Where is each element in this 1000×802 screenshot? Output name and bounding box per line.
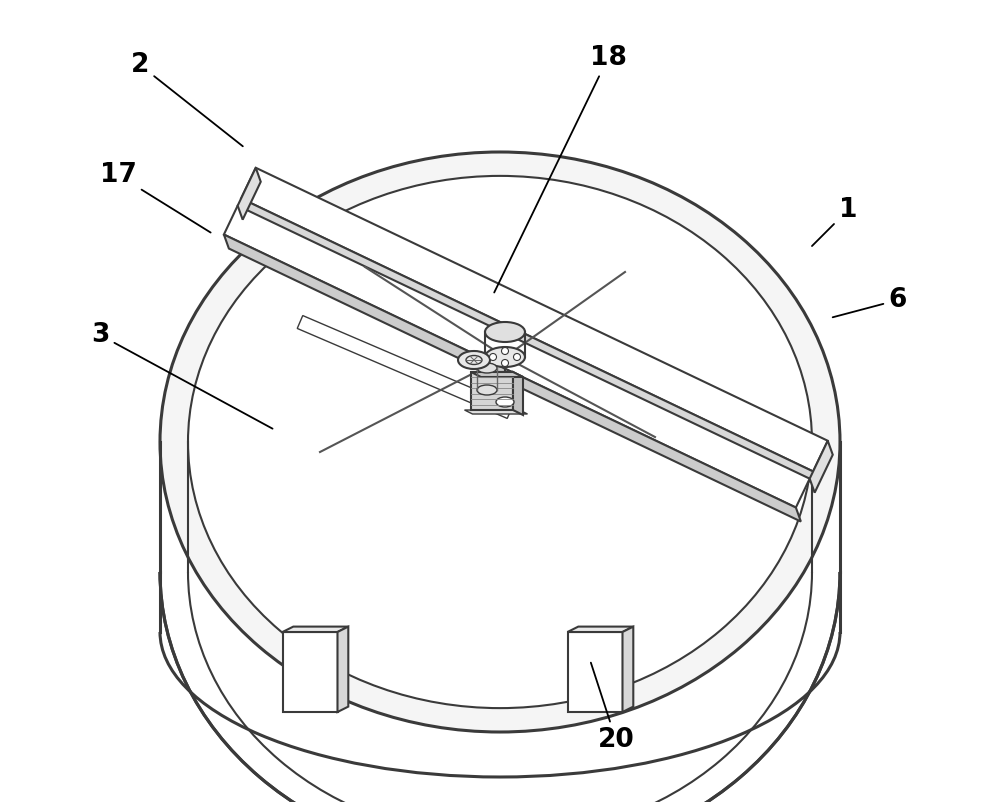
Ellipse shape: [160, 152, 840, 732]
Polygon shape: [810, 441, 833, 492]
Polygon shape: [471, 372, 523, 377]
Text: 1: 1: [812, 197, 857, 246]
Ellipse shape: [477, 363, 497, 373]
Polygon shape: [238, 168, 261, 220]
Circle shape: [502, 347, 509, 354]
Circle shape: [490, 354, 496, 361]
Polygon shape: [568, 626, 633, 632]
Polygon shape: [568, 632, 622, 712]
Circle shape: [502, 359, 509, 367]
Circle shape: [514, 354, 520, 361]
Text: 3: 3: [91, 322, 273, 429]
Polygon shape: [224, 234, 801, 521]
Polygon shape: [283, 632, 338, 712]
Text: 17: 17: [100, 162, 211, 233]
Ellipse shape: [485, 347, 525, 367]
Ellipse shape: [485, 322, 525, 342]
Text: 18: 18: [494, 45, 626, 293]
Ellipse shape: [188, 176, 812, 708]
Polygon shape: [471, 372, 513, 410]
Polygon shape: [338, 626, 348, 712]
Ellipse shape: [458, 351, 490, 369]
Polygon shape: [241, 168, 828, 472]
Text: 2: 2: [131, 52, 243, 146]
Polygon shape: [464, 410, 528, 414]
Polygon shape: [622, 626, 633, 712]
Polygon shape: [513, 372, 523, 415]
Polygon shape: [224, 205, 810, 508]
Text: 20: 20: [591, 662, 634, 753]
Ellipse shape: [496, 397, 514, 407]
Text: 6: 6: [833, 287, 907, 318]
Polygon shape: [241, 198, 818, 485]
Ellipse shape: [477, 385, 497, 395]
Polygon shape: [283, 626, 348, 632]
Polygon shape: [297, 315, 513, 419]
